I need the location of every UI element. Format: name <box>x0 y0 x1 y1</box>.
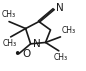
Text: N: N <box>56 3 64 13</box>
Text: CH₃: CH₃ <box>53 53 68 62</box>
Text: •: • <box>13 48 20 61</box>
Text: N: N <box>33 38 40 48</box>
Text: CH₃: CH₃ <box>3 39 17 48</box>
Text: CH₃: CH₃ <box>2 11 16 19</box>
Text: CH₃: CH₃ <box>62 26 76 35</box>
Text: O: O <box>22 49 30 59</box>
